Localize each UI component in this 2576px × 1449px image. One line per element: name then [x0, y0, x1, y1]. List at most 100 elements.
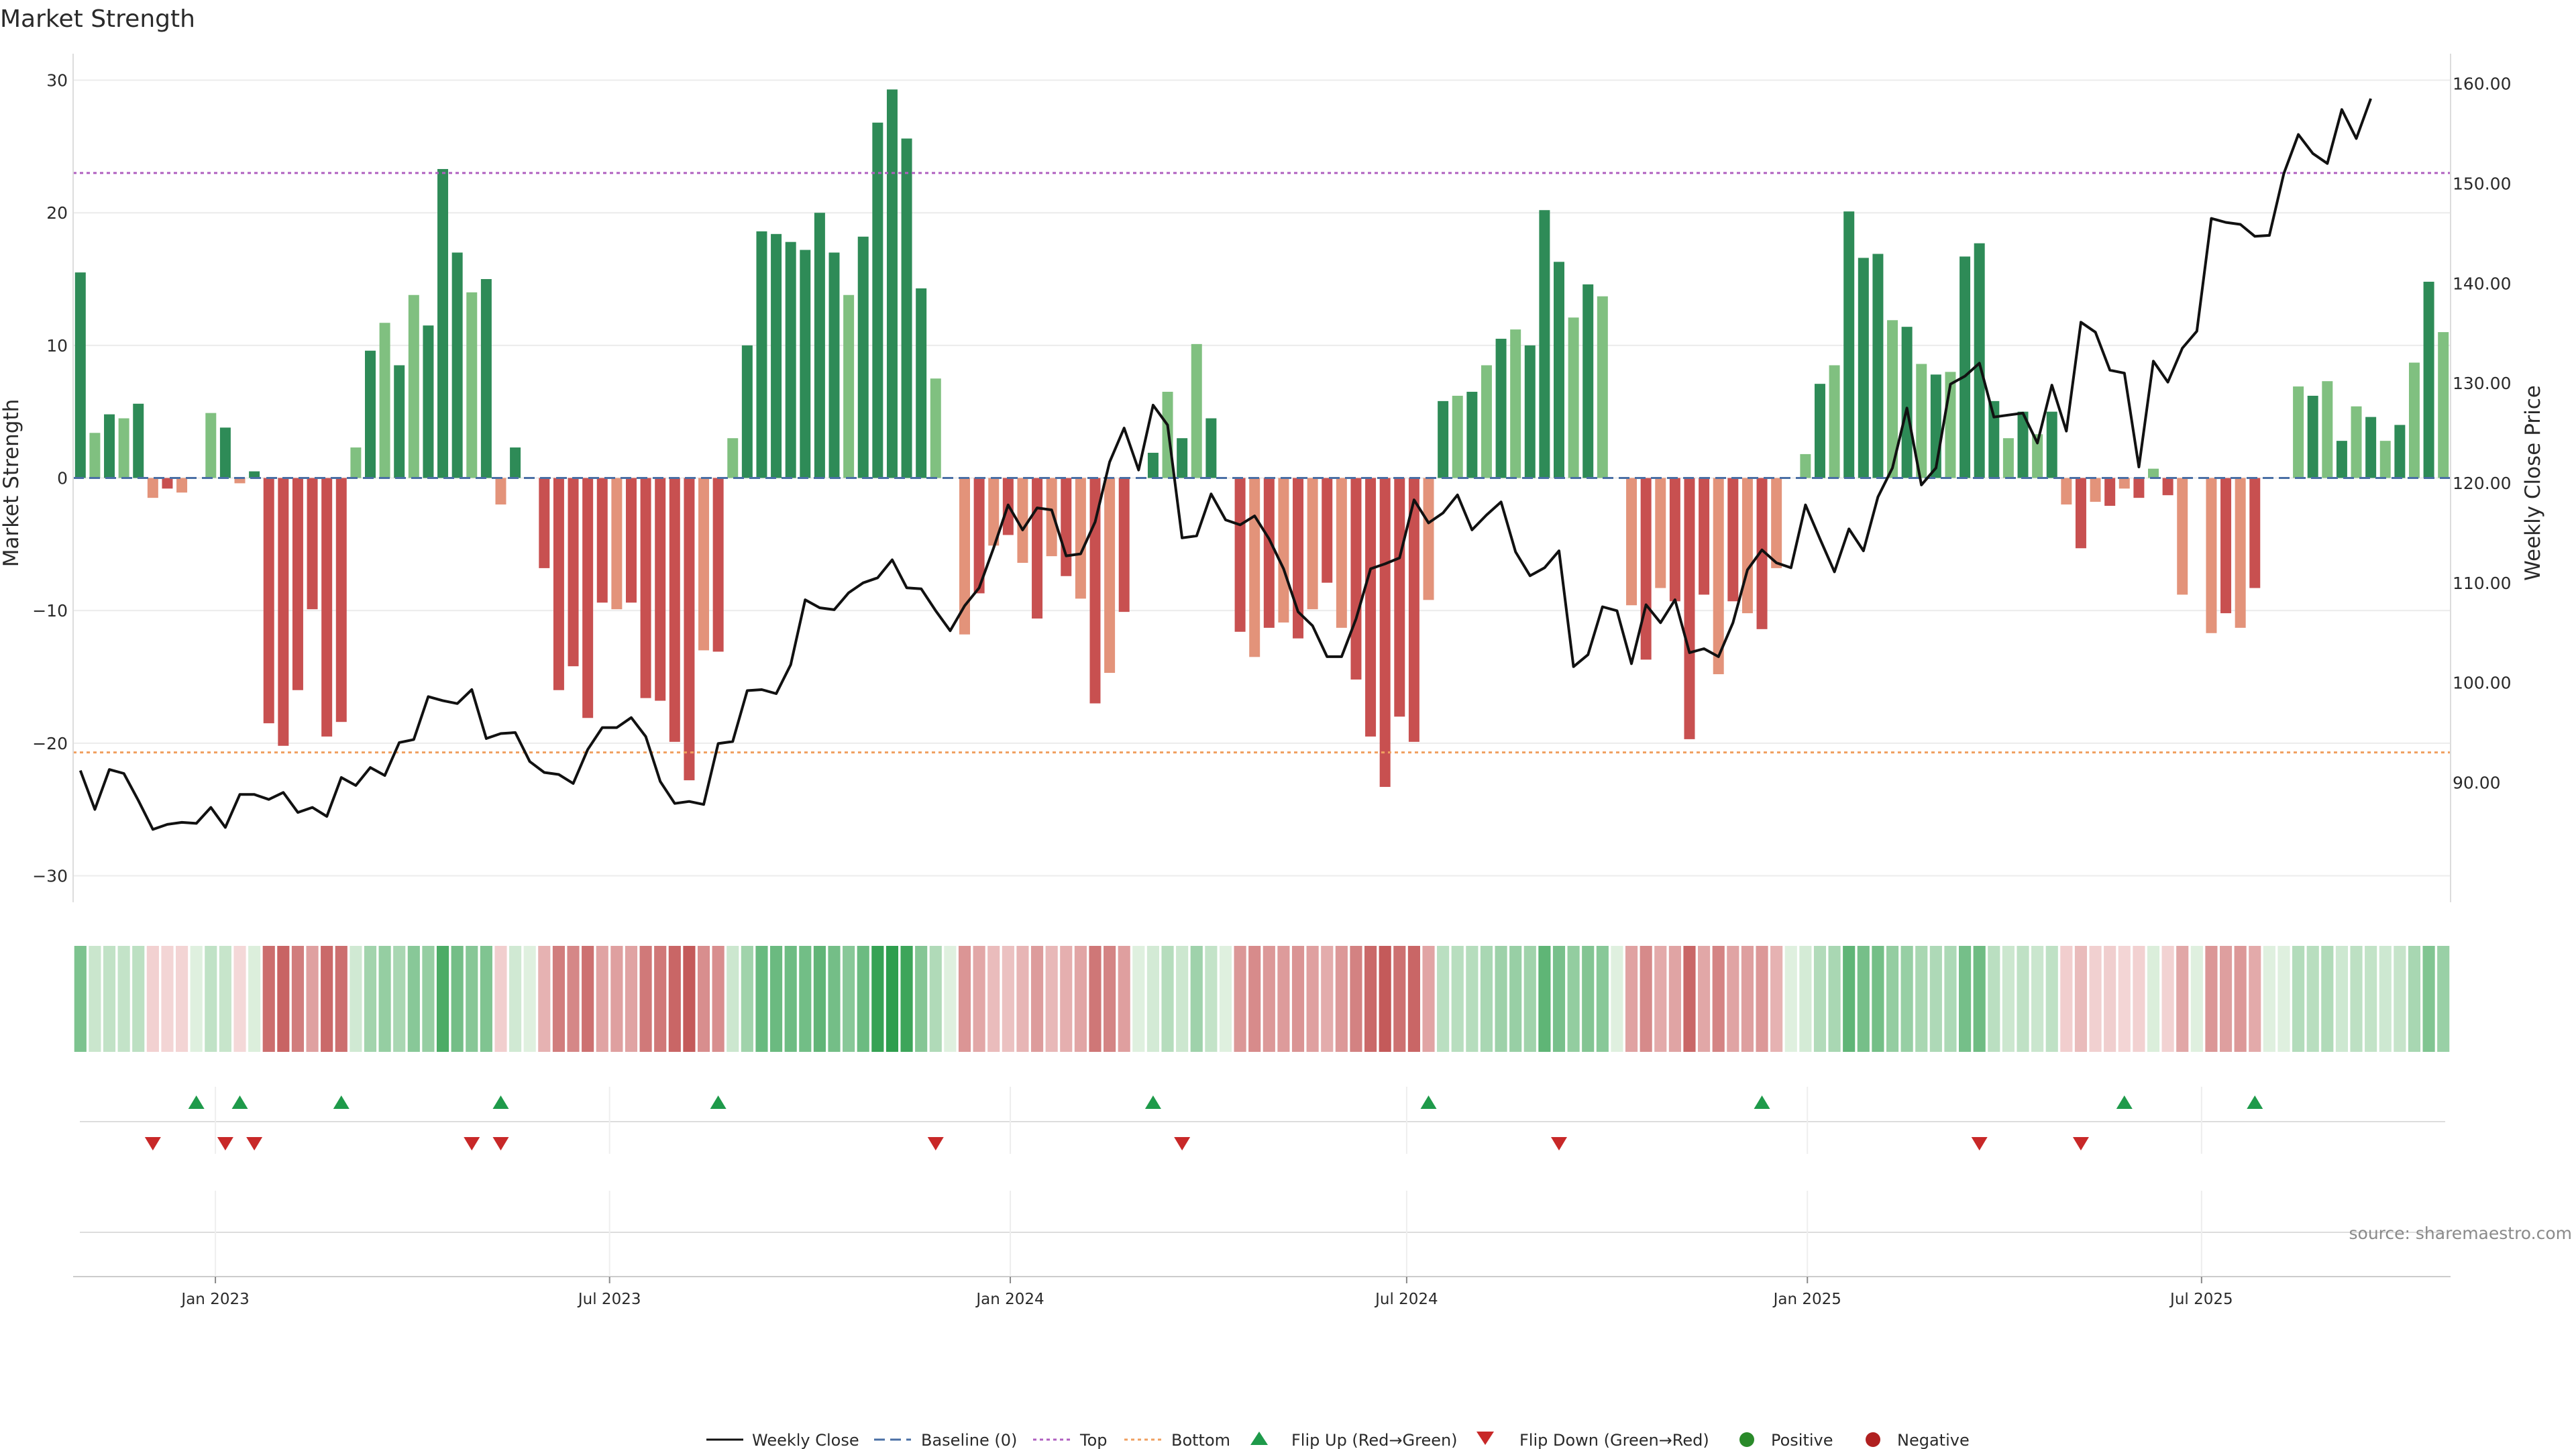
strength-bar [1452, 395, 1463, 478]
heat-cell [175, 946, 189, 1052]
strength-bar [2423, 281, 2434, 478]
strength-bar [1655, 478, 1666, 588]
heat-cell [1886, 946, 1899, 1052]
strength-bar [1408, 478, 1419, 742]
strength-bar [1597, 296, 1608, 478]
heat-cell [1118, 946, 1130, 1052]
heat-cell [1060, 946, 1073, 1052]
strength-bar [1771, 478, 1782, 568]
strength-bar [1394, 478, 1405, 717]
strength-bar [553, 478, 564, 690]
heat-cell [552, 946, 566, 1052]
strength-bar [2394, 425, 2406, 478]
heat-cell [1683, 946, 1696, 1052]
strength-bar [857, 236, 869, 478]
legend-flip-down-icon [1477, 1432, 1494, 1445]
heat-cell [494, 946, 507, 1052]
strength-bar [727, 438, 739, 478]
strength-bar [1800, 453, 1811, 478]
axes: 30 20 10 0 −10 −20 −30 160.00 150.00 140.00 130.00… [32, 54, 2511, 902]
heat-cell [2219, 946, 2233, 1052]
strength-bar [510, 447, 521, 478]
heat-cell [900, 946, 913, 1052]
strength-bar [1322, 478, 1333, 583]
strength-bar [118, 418, 129, 478]
heat-cell [1263, 946, 1275, 1052]
heat-cell [610, 946, 623, 1052]
strength-bar [814, 213, 825, 478]
heat-cell [1640, 946, 1652, 1052]
strength-bar [1234, 478, 1246, 632]
strength-bar [1988, 400, 2000, 478]
heat-cell [89, 946, 101, 1052]
heat-cell [1509, 946, 1522, 1052]
legend-flip-up-icon [1250, 1432, 1268, 1445]
heat-cell [1712, 946, 1725, 1052]
strength-bar [916, 288, 927, 478]
heat-cell [1552, 946, 1566, 1052]
strength-bar [147, 478, 158, 498]
heat-cell [538, 946, 551, 1052]
heat-cell [117, 946, 130, 1052]
legend-baseline: Baseline (0) [921, 1431, 1017, 1449]
chart-title: Market Strength [0, 5, 195, 33]
heat-cell [161, 946, 174, 1052]
flip-down-marker [246, 1137, 263, 1150]
heat-cell [929, 946, 942, 1052]
heat-cell [1437, 946, 1450, 1052]
right-tick-label: 90.00 [2453, 773, 2501, 792]
strength-bar [74, 272, 86, 478]
right-tick-label: 140.00 [2453, 274, 2511, 293]
strength-bar [133, 403, 144, 478]
legend-flip-down: Flip Down (Green→Red) [1519, 1431, 1709, 1449]
strength-bar [872, 122, 883, 478]
heat-cell [1843, 946, 1856, 1052]
flip-down-marker [464, 1137, 480, 1150]
legend-top: Top [1079, 1431, 1108, 1449]
heat-cell [1335, 946, 1348, 1052]
heat-cell [2321, 946, 2334, 1052]
heat-cell [813, 946, 826, 1052]
strength-bar [2017, 411, 2029, 478]
strength-bar [568, 478, 579, 667]
strength-bar [495, 478, 506, 505]
strength-bar [2032, 434, 2043, 478]
heat-cell [1234, 946, 1246, 1052]
reference-lines [73, 172, 2451, 754]
heat-cell [1045, 946, 1058, 1052]
strength-bar [408, 294, 419, 478]
heat-cell [2335, 946, 2349, 1052]
strength-bar [1699, 478, 1710, 595]
heat-cell [1668, 946, 1681, 1052]
strength-bar [901, 138, 912, 478]
strength-bar [350, 447, 362, 478]
strength-bar [2322, 381, 2333, 478]
heat-cell [2394, 946, 2406, 1052]
heat-cell [321, 946, 333, 1052]
strength-bar [263, 478, 274, 724]
strength-bar [1554, 262, 1564, 478]
strength-bar [379, 323, 390, 478]
flip-up-marker [1144, 1095, 1161, 1109]
strength-bar [1205, 418, 1217, 478]
strength-bar [1916, 364, 1927, 478]
strength-bar [1626, 478, 1638, 606]
strength-bar [480, 279, 492, 478]
heat-cell [422, 946, 435, 1052]
strength-bar [1177, 438, 1188, 478]
flip-down-marker [927, 1137, 944, 1150]
strength-bar [1582, 284, 1594, 478]
heat-cell [1277, 946, 1290, 1052]
heat-cell [480, 946, 492, 1052]
strength-bar [1887, 320, 1898, 478]
strength-bar [2249, 478, 2261, 588]
heat-cell [2422, 946, 2435, 1052]
strength-bar [1061, 478, 1072, 576]
heat-cell [2234, 946, 2247, 1052]
strength-bar [1495, 338, 1507, 478]
heat-cell [1190, 946, 1203, 1052]
legend-negative-dot [1866, 1432, 1880, 1447]
flip-up-marker [2247, 1095, 2263, 1109]
strength-bar [2133, 478, 2145, 498]
strength-bar [176, 478, 188, 493]
